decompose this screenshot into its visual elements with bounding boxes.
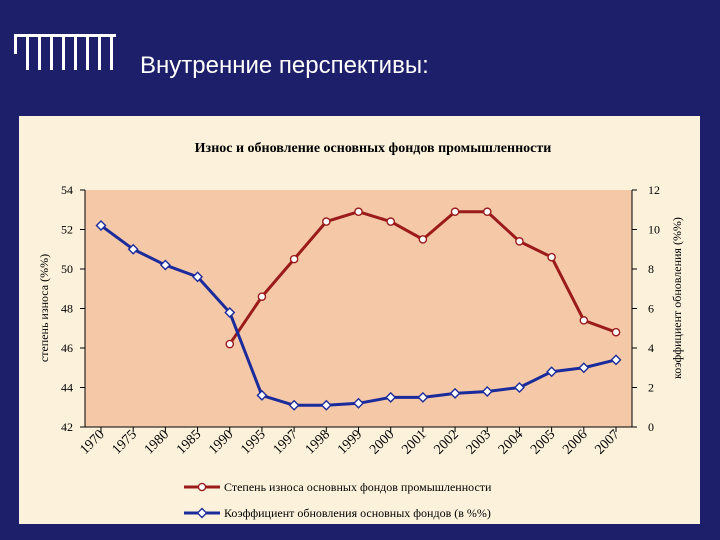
x-tick-label: 1998 <box>303 427 333 457</box>
data-point <box>417 391 429 403</box>
data-point <box>386 217 395 226</box>
data-point <box>159 259 171 271</box>
data-point <box>192 271 204 283</box>
data-point <box>513 382 525 393</box>
data-point <box>257 292 267 301</box>
x-tick-label: 1970 <box>77 427 107 457</box>
data-point <box>289 254 299 264</box>
legend-marker <box>197 482 207 492</box>
data-point <box>385 391 397 403</box>
x-tick-label: 2002 <box>431 427 461 457</box>
data-point <box>225 339 235 349</box>
decor-bar <box>26 34 29 70</box>
y-right-tick-label: 10 <box>648 223 660 237</box>
x-tick-label: 1975 <box>110 427 140 457</box>
decor-bar <box>74 34 77 70</box>
y-left-tick-label: 44 <box>61 381 73 395</box>
data-point <box>320 399 332 411</box>
legend-label: Степень износа основных фондов промышлен… <box>224 480 492 494</box>
x-tick-label: 1997 <box>271 427 301 457</box>
slide-title: Внутренние перспективы: <box>140 52 429 79</box>
chart-title: Износ и обновление основных фондов промы… <box>195 141 552 156</box>
data-point <box>579 316 589 325</box>
decor-bar <box>38 34 41 70</box>
data-point <box>515 237 524 246</box>
y-right-tick-label: 2 <box>648 381 654 395</box>
data-point <box>449 387 461 399</box>
data-point <box>322 217 331 226</box>
x-tick-label: 1980 <box>142 427 172 457</box>
x-tick-label: 2003 <box>464 427 494 457</box>
y-axis-left-label: степень износа (%%) <box>37 254 51 362</box>
x-tick-label: 1999 <box>335 427 365 457</box>
data-point <box>546 366 558 378</box>
data-point <box>224 306 236 318</box>
legend-label: Коэффициент обновления основных фондов (… <box>224 506 491 520</box>
y-left-tick-label: 50 <box>61 262 73 276</box>
x-tick-label: 1995 <box>238 427 268 457</box>
y-left-tick-label: 48 <box>61 302 73 316</box>
x-tick-label: 2006 <box>560 427 590 457</box>
x-tick-label: 1985 <box>174 427 204 457</box>
data-point <box>450 207 460 217</box>
y-left-tick-label: 52 <box>61 223 73 237</box>
decor-bar <box>50 34 53 70</box>
y-left-tick-label: 54 <box>61 183 73 197</box>
decor-bar <box>62 34 65 70</box>
y-right-tick-label: 6 <box>648 302 654 316</box>
decor-line <box>14 34 116 37</box>
decor-bar <box>98 34 101 70</box>
y-right-tick-label: 0 <box>648 420 654 434</box>
data-point <box>127 243 139 255</box>
data-point <box>482 207 492 217</box>
y-right-tick-label: 12 <box>648 183 660 197</box>
x-tick-label: 2004 <box>496 427 526 457</box>
data-point <box>547 252 556 262</box>
data-point <box>578 362 590 374</box>
legend-marker <box>196 507 208 519</box>
data-point <box>481 385 493 397</box>
data-point <box>288 399 300 411</box>
x-tick-label: 2000 <box>367 427 397 457</box>
plot-area <box>85 190 632 427</box>
x-tick-label: 2005 <box>528 427 558 457</box>
data-point <box>418 235 428 244</box>
y-axis-right-label: коэффициент обновления (%%) <box>670 217 684 379</box>
data-point <box>354 207 363 217</box>
y-right-tick-label: 8 <box>648 262 654 276</box>
data-point <box>353 397 364 409</box>
y-right-tick-label: 4 <box>648 341 654 355</box>
x-tick-label: 1990 <box>206 427 236 457</box>
data-point <box>610 354 622 366</box>
decor-bar <box>110 34 113 70</box>
data-point <box>95 220 107 232</box>
decor-bar <box>14 34 17 54</box>
y-left-tick-label: 46 <box>61 341 73 355</box>
y-left-tick-label: 42 <box>61 420 73 434</box>
decor-bar <box>86 34 89 70</box>
data-point <box>256 389 268 401</box>
x-tick-label: 2007 <box>592 427 622 457</box>
x-tick-label: 2001 <box>399 427 429 457</box>
data-point <box>611 327 621 337</box>
